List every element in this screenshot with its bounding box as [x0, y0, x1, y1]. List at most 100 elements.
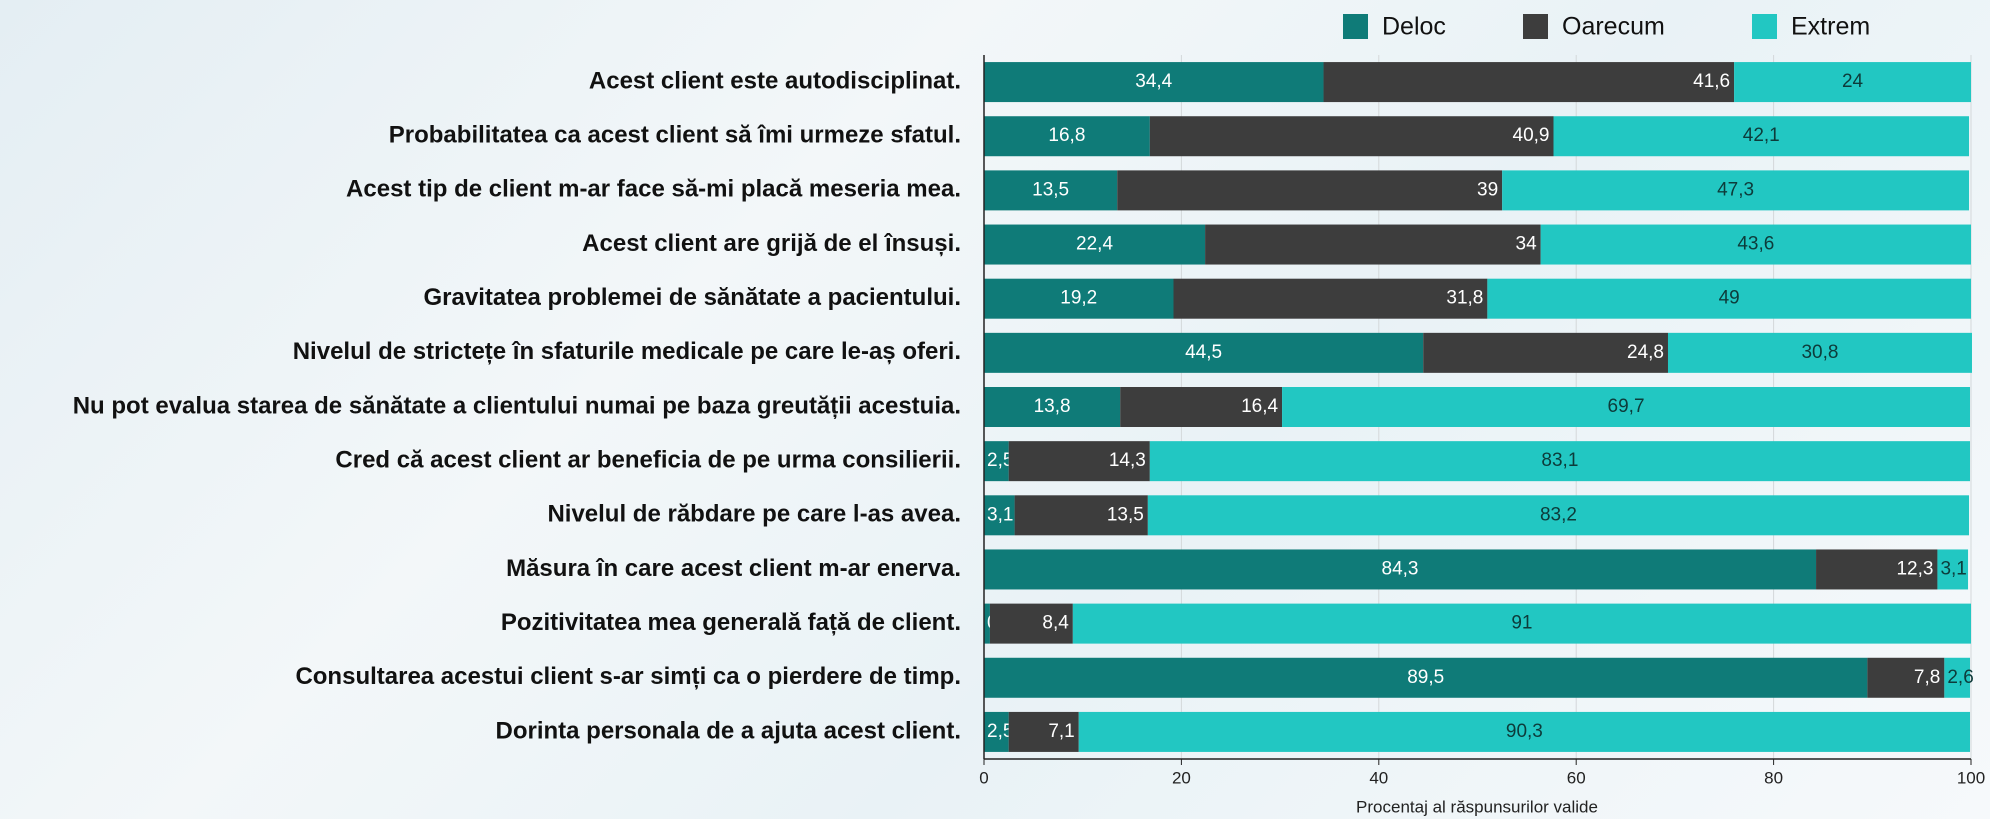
bar-segment — [1487, 278, 1971, 319]
bar-segment — [1008, 711, 1079, 752]
bar-segment — [1423, 332, 1668, 373]
bar-segment — [1816, 549, 1938, 590]
bar-segment — [984, 549, 1817, 590]
bar-segment — [984, 170, 1118, 211]
value-label: 3,1 — [987, 504, 1013, 525]
category-label: Gravitatea problemei de sănătate a pacie… — [423, 284, 961, 311]
x-tick-label: 20 — [1172, 768, 1191, 787]
value-label: 16,4 — [1241, 396, 1278, 417]
value-label: 34,4 — [1135, 71, 1172, 92]
value-label: 24,8 — [1627, 342, 1664, 363]
bar-segment — [984, 332, 1424, 373]
category-label: Probabilitatea ca acest client să îmi ur… — [389, 122, 961, 149]
bar-segment — [1553, 116, 1970, 157]
bar-segment — [1867, 657, 1945, 698]
value-label: 13,8 — [1034, 396, 1071, 417]
value-label: 22,4 — [1076, 234, 1113, 255]
value-label: 47,3 — [1717, 179, 1754, 200]
value-label: 7,1 — [1048, 721, 1074, 742]
value-label: 3,1 — [1940, 558, 1966, 579]
value-label: 90,3 — [1506, 721, 1543, 742]
bar-segment — [984, 441, 1009, 482]
value-label: 39 — [1477, 179, 1498, 200]
value-label: 31,8 — [1446, 288, 1483, 309]
bar-segment — [1072, 603, 1971, 644]
category-label: Acest tip de client m-ar face să-mi plac… — [346, 176, 961, 203]
value-label: 84,3 — [1382, 558, 1419, 579]
legend-label: Oarecum — [1562, 13, 1665, 41]
bar-segment — [1147, 495, 1970, 536]
bar-segment — [984, 224, 1206, 265]
category-label: Măsura în care acest client m-ar enerva. — [506, 555, 961, 582]
value-label: 91 — [1511, 613, 1532, 634]
value-label: 16,8 — [1048, 125, 1085, 146]
value-label: 69,7 — [1608, 396, 1645, 417]
bar-segment — [1667, 332, 1972, 373]
category-label: Nu pot evalua starea de sănătate a clien… — [73, 392, 961, 419]
category-label: Acest client are grijă de el însuși. — [582, 230, 961, 257]
value-label: 40,9 — [1513, 125, 1550, 146]
bar-segment — [984, 495, 1015, 536]
bar-segment — [984, 116, 1150, 157]
bar-segment — [1117, 170, 1503, 211]
bar-segment — [984, 603, 990, 644]
bar-segment — [1944, 657, 1971, 698]
x-tick-label: 80 — [1764, 768, 1783, 787]
category-label: Acest client este autodisciplinat. — [589, 67, 961, 94]
x-tick-label: 100 — [1957, 768, 1985, 787]
value-label: 13,5 — [1107, 504, 1144, 525]
bar-segment — [1173, 278, 1488, 319]
bar-segment — [984, 62, 1324, 103]
bar-segment — [1014, 495, 1148, 536]
bar-segment — [1120, 387, 1283, 427]
value-label: 12,3 — [1896, 558, 1933, 579]
value-label: 83,1 — [1541, 450, 1578, 471]
category-label: Dorinta personala de a ajuta acest clien… — [496, 717, 962, 744]
category-label: Nivelul de strictețe în sfaturile medica… — [293, 338, 961, 365]
category-label: Consultarea acestui client s-ar simți ca… — [295, 663, 961, 690]
bar-segment — [1323, 62, 1735, 103]
bar-segment — [1149, 116, 1554, 157]
x-axis-label: Procentaj al răspunsurilor valide — [1356, 797, 1598, 816]
value-label: 30,8 — [1801, 342, 1838, 363]
bar-segment — [1734, 62, 1971, 103]
value-label: 43,6 — [1737, 234, 1774, 255]
value-label: 44,5 — [1185, 342, 1222, 363]
bar-segment — [989, 603, 1073, 644]
bar-segment — [1149, 441, 1971, 482]
bar-segment — [984, 278, 1174, 319]
bar-segment — [1205, 224, 1541, 265]
value-label: 2,6 — [1947, 667, 1973, 688]
bar-segment — [1502, 170, 1970, 211]
value-label: 2,5 — [987, 450, 1013, 471]
value-label: 19,2 — [1060, 288, 1097, 309]
legend-swatch — [1343, 14, 1368, 39]
category-label: Cred că acest client ar beneficia de pe … — [335, 446, 961, 473]
x-tick-label: 0 — [979, 768, 988, 787]
bar-segment — [984, 711, 1009, 752]
value-label: 89,5 — [1407, 667, 1444, 688]
category-label: Pozitivitatea mea generală față de clien… — [501, 609, 961, 636]
value-label: 14,3 — [1109, 450, 1146, 471]
value-label: 34 — [1516, 234, 1538, 255]
value-label: 7,8 — [1914, 667, 1940, 688]
legend-swatch — [1752, 14, 1777, 39]
legend-swatch — [1523, 14, 1548, 39]
value-label: 42,1 — [1743, 125, 1780, 146]
value-label: 83,2 — [1540, 504, 1577, 525]
value-label: 49 — [1719, 288, 1740, 309]
x-tick-label: 60 — [1567, 768, 1586, 787]
bar-segment — [1540, 224, 1971, 265]
bar-segment — [1008, 441, 1150, 482]
legend-label: Deloc — [1382, 13, 1446, 41]
bar-segment — [984, 657, 1868, 698]
value-label: 24 — [1842, 71, 1864, 92]
x-tick-label: 40 — [1369, 768, 1388, 787]
value-label: 13,5 — [1032, 179, 1069, 200]
value-label: 8,4 — [1042, 613, 1069, 634]
bar-segment — [984, 387, 1121, 427]
category-label: Nivelul de răbdare pe care l-as avea. — [547, 501, 961, 528]
bar-segment — [1078, 711, 1971, 752]
bar-segment — [1282, 387, 1971, 427]
